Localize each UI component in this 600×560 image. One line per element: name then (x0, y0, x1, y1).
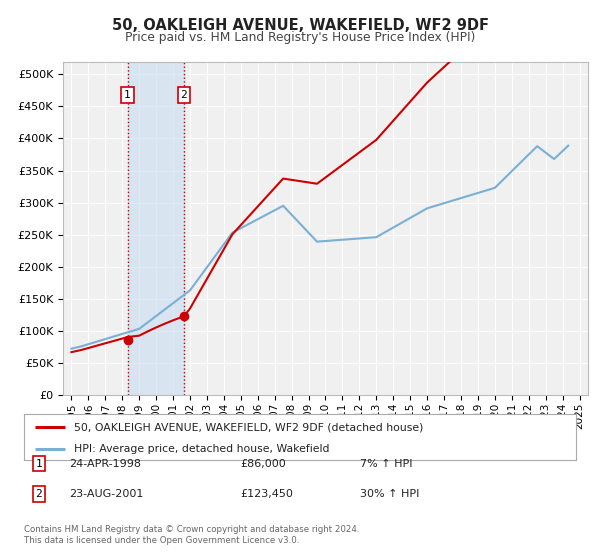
Text: 24-APR-1998: 24-APR-1998 (69, 459, 141, 469)
Text: 30% ↑ HPI: 30% ↑ HPI (360, 489, 419, 499)
Text: £123,450: £123,450 (240, 489, 293, 499)
Text: Price paid vs. HM Land Registry's House Price Index (HPI): Price paid vs. HM Land Registry's House … (125, 31, 475, 44)
Text: 1: 1 (124, 90, 131, 100)
Text: 7% ↑ HPI: 7% ↑ HPI (360, 459, 413, 469)
Bar (128, 62, 184, 395)
Text: 2: 2 (181, 90, 187, 100)
Text: 23-AUG-2001: 23-AUG-2001 (69, 489, 143, 499)
Text: HPI: Average price, detached house, Wakefield: HPI: Average price, detached house, Wake… (74, 444, 329, 454)
Text: 50, OAKLEIGH AVENUE, WAKEFIELD, WF2 9DF (detached house): 50, OAKLEIGH AVENUE, WAKEFIELD, WF2 9DF … (74, 422, 423, 432)
Text: 1: 1 (35, 459, 43, 469)
Text: 2: 2 (35, 489, 43, 499)
Text: Contains HM Land Registry data © Crown copyright and database right 2024.
This d: Contains HM Land Registry data © Crown c… (24, 525, 359, 545)
Text: 50, OAKLEIGH AVENUE, WAKEFIELD, WF2 9DF: 50, OAKLEIGH AVENUE, WAKEFIELD, WF2 9DF (112, 18, 488, 33)
Text: £86,000: £86,000 (240, 459, 286, 469)
